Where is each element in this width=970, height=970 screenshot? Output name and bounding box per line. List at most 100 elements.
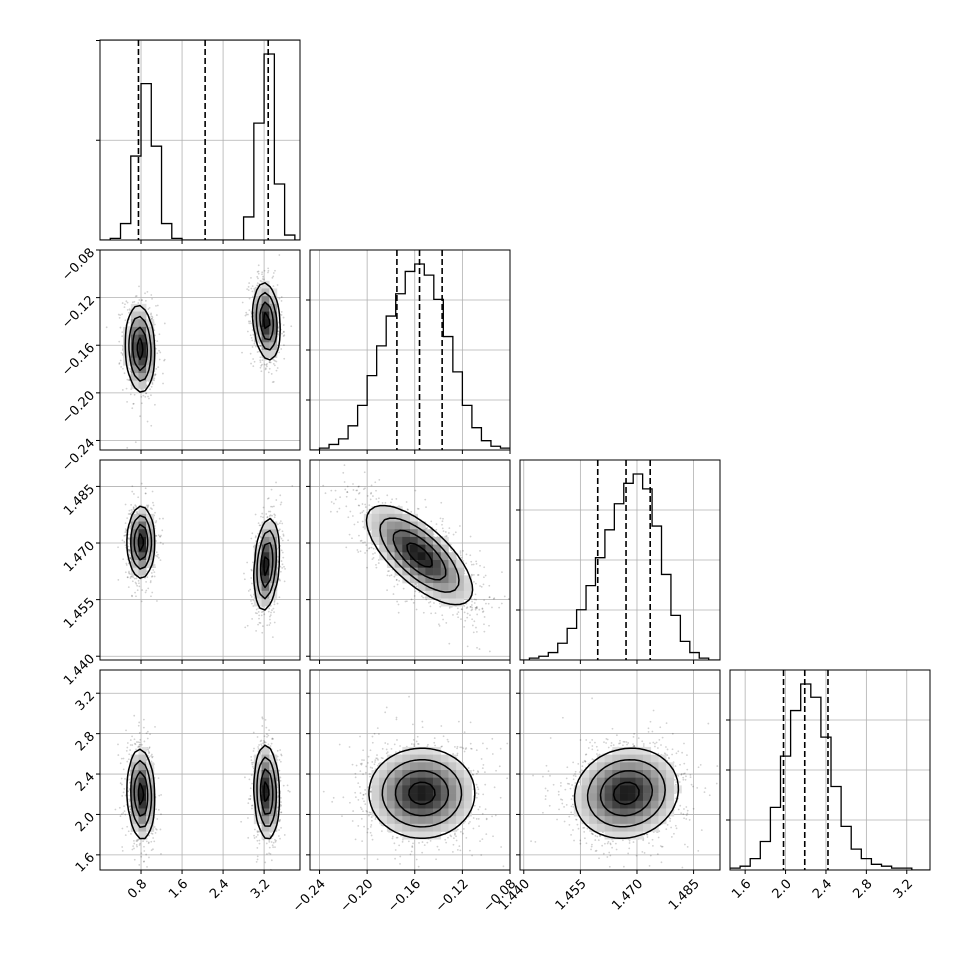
histogram-bin — [339, 439, 349, 450]
scatter-panel-2-3 — [516, 669, 721, 874]
histogram-bin — [285, 235, 295, 240]
histogram-bin — [851, 849, 861, 870]
histogram-bin — [662, 574, 671, 660]
contour-level-1 — [126, 505, 281, 611]
contour-level-1 — [365, 504, 474, 606]
histogram-bin — [690, 653, 699, 660]
histogram-bin — [424, 275, 434, 450]
histogram-bin — [367, 376, 377, 450]
scatter-panel-0-1 — [96, 249, 301, 454]
histogram-bin — [614, 504, 623, 660]
x-tick-label: −0.24 — [290, 877, 329, 916]
contour-level-3 — [392, 529, 447, 581]
histogram-bin — [443, 337, 453, 450]
y-tick-label: 1.6 — [73, 850, 98, 875]
x-tick-label: −0.16 — [385, 877, 424, 916]
contour-level-1 — [368, 747, 476, 840]
x-tick-label: 2.4 — [810, 877, 835, 902]
x-tick-label: 1.6 — [166, 877, 191, 902]
histogram-bin — [801, 684, 811, 870]
scatter-panel-0-3 — [96, 669, 301, 874]
panel-frame — [99, 669, 301, 871]
histogram-bin — [750, 859, 760, 870]
contour-level-2 — [130, 756, 278, 828]
contour-level-2 — [381, 758, 463, 828]
contour-level-2 — [379, 517, 460, 593]
histogram-bin — [162, 224, 172, 240]
histogram-bin — [760, 842, 770, 870]
contour-level-4 — [612, 781, 640, 806]
y-tick-label: 1.485 — [61, 482, 98, 519]
histogram-bin — [841, 826, 851, 870]
density-fill — [363, 506, 472, 607]
histogram-bin — [671, 615, 680, 660]
histogram-bin — [244, 217, 254, 240]
contour-level-1 — [573, 747, 680, 840]
histogram-bin — [131, 156, 141, 240]
histogram-panel-2 — [516, 459, 721, 664]
contour-level-1 — [126, 744, 281, 840]
x-tick-label: −0.20 — [338, 877, 377, 916]
histogram-bin — [386, 316, 396, 450]
histogram-bin — [577, 610, 586, 660]
histogram-bin — [141, 84, 151, 240]
contour-level-4 — [408, 781, 436, 805]
density-fill — [130, 746, 278, 840]
y-tick-label: −0.12 — [59, 293, 98, 332]
x-tick-label: −0.12 — [433, 877, 472, 916]
histogram-bin — [377, 346, 387, 450]
contour-level-3 — [132, 301, 275, 372]
panel-frame — [309, 459, 511, 661]
histogram-bin — [567, 628, 576, 660]
y-tick-label: −0.08 — [59, 245, 98, 284]
histogram-bin — [811, 697, 821, 870]
contour-level-4 — [136, 311, 271, 361]
contour-level-3 — [599, 770, 654, 817]
histogram-bin — [770, 807, 780, 870]
contour-level-4 — [137, 781, 270, 806]
histogram-bin — [633, 474, 642, 660]
histogram-step-line — [310, 263, 510, 450]
histogram-bin — [121, 224, 131, 240]
histogram-bin — [472, 428, 482, 450]
histogram-bin — [586, 586, 595, 660]
contour-level-4 — [137, 533, 270, 577]
contour-level-3 — [133, 768, 274, 817]
y-tick-label: −0.16 — [59, 341, 98, 380]
histogram-bin — [453, 372, 463, 450]
histogram-panel-3 — [726, 669, 931, 874]
x-tick-label: 1.6 — [729, 877, 754, 902]
x-tick-label: 2.4 — [207, 877, 232, 902]
histogram-bin — [254, 123, 264, 240]
y-tick-label: −0.24 — [59, 436, 98, 475]
histogram-bin — [329, 444, 339, 450]
histogram-bin — [151, 146, 161, 240]
x-tick-label: 3.2 — [248, 877, 273, 902]
contour-level-2 — [586, 758, 666, 828]
histogram-bin — [481, 441, 491, 450]
histogram-step-line — [730, 683, 930, 870]
x-tick-label: 1.455 — [553, 877, 590, 914]
scatter-panel-1-2 — [306, 459, 511, 664]
histogram-bin — [652, 526, 661, 660]
panel-frame — [519, 669, 721, 871]
x-tick-label: 3.2 — [891, 877, 916, 902]
panel-frame — [99, 249, 301, 451]
y-tick-label: 1.455 — [61, 595, 98, 632]
contour-level-3 — [133, 523, 274, 589]
contour-level-3 — [394, 770, 450, 817]
histogram-step-line — [100, 53, 300, 240]
histogram-bin — [358, 405, 368, 450]
scatter-panel-1-3 — [306, 669, 511, 874]
histogram-panel-1 — [306, 249, 511, 454]
histogram-bin — [791, 711, 801, 870]
histogram-bin — [558, 643, 567, 660]
x-tick-label: 1.485 — [666, 877, 703, 914]
y-tick-label: 2.4 — [73, 769, 98, 794]
histogram-bin — [871, 864, 881, 870]
histogram-bin — [274, 184, 284, 240]
x-tick-label: 0.8 — [125, 877, 150, 902]
x-tick-label: 2.0 — [770, 877, 795, 902]
y-tick-label: 3.2 — [73, 689, 98, 714]
histogram-panel-0 — [96, 39, 301, 244]
